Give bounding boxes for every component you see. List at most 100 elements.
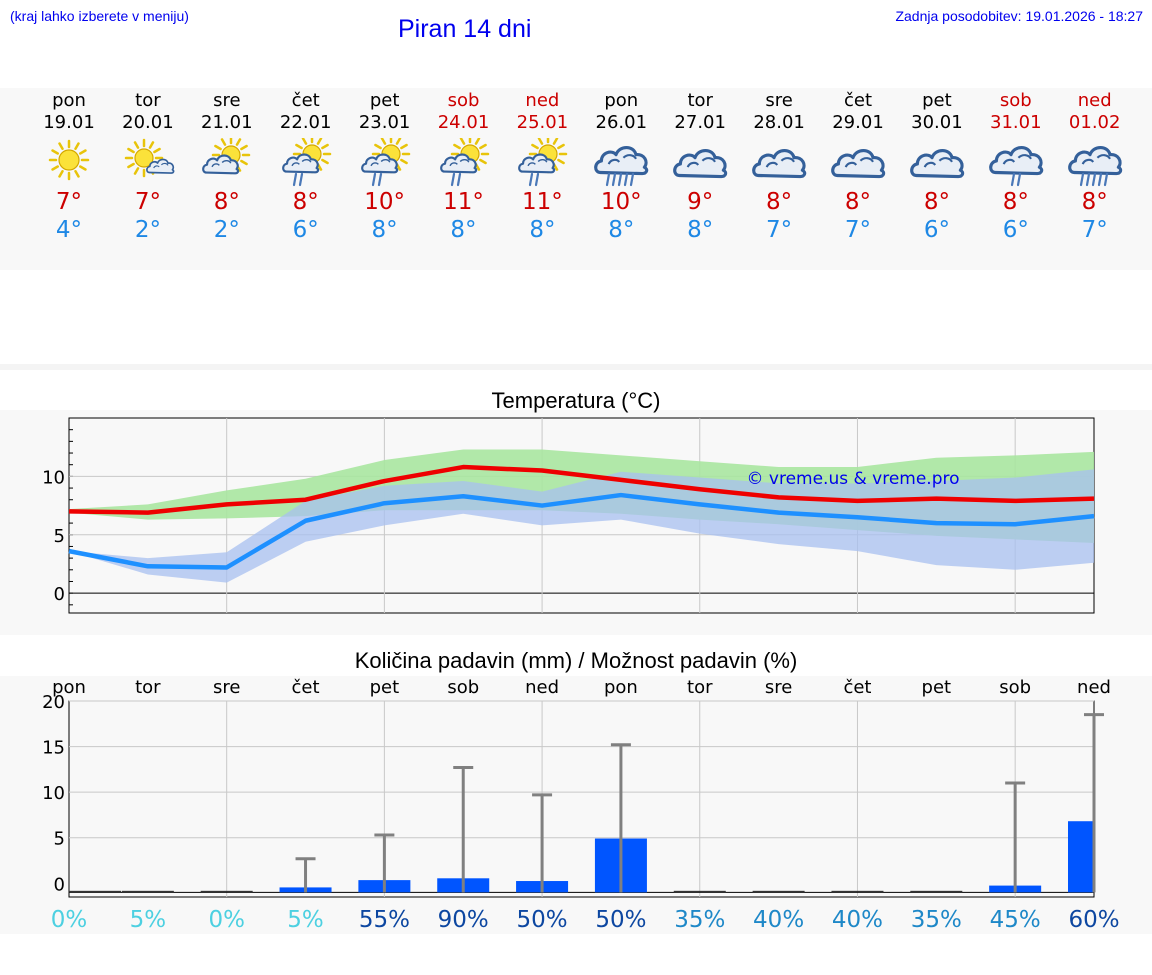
- precip-probability: 45%: [990, 907, 1041, 933]
- min-temperature-line: [68, 492, 1095, 570]
- rain-shape: [1010, 172, 1021, 187]
- precip-bar: [1068, 821, 1094, 893]
- min-temperature: 6°: [923, 217, 950, 243]
- precip-probability: 40%: [832, 907, 883, 933]
- cloud-heavy-rain-icon: [594, 146, 649, 187]
- day-name: sre: [213, 90, 241, 111]
- precip-bar: [831, 890, 884, 893]
- daily-forecast: pon 19.01 7° 4° tor 20.01 7° 2° sre 21.01 8° 2° čet 2…: [0, 88, 1152, 270]
- day-forecast: ned 01.02 8° 7°: [1055, 88, 1135, 244]
- precip-bar: [910, 890, 963, 893]
- min-temperature: 7°: [844, 217, 872, 243]
- day-forecast: sob 31.01 8° 6°: [976, 88, 1056, 244]
- max-temperature: 10°: [600, 189, 642, 215]
- rain-shape: [371, 172, 382, 187]
- sun-cloud-rain-icon: [360, 138, 410, 187]
- day-date: 20.01: [122, 112, 174, 133]
- cloud-icon: [752, 149, 807, 179]
- max-temperature: 7°: [134, 189, 161, 215]
- sun-cloud-rain-icon: [518, 138, 568, 187]
- min-temperature: 8°: [450, 217, 477, 243]
- day-name: pon: [52, 90, 86, 111]
- x-category-label: tor: [687, 677, 713, 698]
- min-temperature: 8°: [608, 217, 635, 243]
- max-temperature: 11°: [522, 189, 563, 215]
- day-date: 30.01: [911, 112, 963, 133]
- precip-probability: 50%: [595, 907, 646, 933]
- precip-bar: [673, 890, 726, 893]
- day-forecast: čet 22.01 8° 6°: [266, 88, 346, 244]
- min-temperature: 2°: [134, 217, 161, 243]
- x-category-label: sre: [213, 677, 240, 698]
- x-category-label: pon: [604, 677, 638, 698]
- rain-shape: [529, 172, 540, 187]
- max-temperature: 8°: [213, 189, 240, 215]
- cloud-shape: [673, 149, 728, 179]
- x-category-label: tor: [135, 677, 161, 698]
- precip-bar: [200, 890, 253, 893]
- last-updated: Zadnja posodobitev: 19.01.2026 - 18:27: [895, 8, 1143, 24]
- cloud-icon: [831, 149, 886, 179]
- day-forecast: pon 26.01 10° 8°: [581, 88, 661, 244]
- sun-cloud-rain-icon: [439, 138, 489, 187]
- day-date: 23.01: [358, 112, 411, 133]
- min-range-band: [69, 469, 1094, 583]
- cloud-heavy-rain-icon: [1067, 146, 1122, 187]
- max-temperature: 8°: [1081, 189, 1108, 215]
- min-temperature: 8°: [371, 217, 398, 243]
- cloud-shape: [831, 149, 886, 179]
- precip-probability: 0%: [208, 907, 245, 933]
- precip-probability: 55%: [359, 907, 410, 933]
- y-tick-label: 20: [42, 692, 65, 713]
- precip-probability: 5%: [130, 907, 167, 933]
- min-temperature: 6°: [1002, 217, 1029, 243]
- day-name: pet: [922, 90, 952, 111]
- max-temperature: 8°: [844, 189, 872, 215]
- max-temperature: 11°: [443, 189, 484, 215]
- day-name: tor: [687, 90, 713, 111]
- min-temperature: 7°: [1081, 217, 1108, 243]
- x-category-label: sob: [447, 677, 479, 698]
- x-category-label: ned: [1077, 677, 1111, 698]
- cloud-shape: [1067, 146, 1122, 176]
- day-date: 27.01: [674, 112, 726, 133]
- day-date: 28.01: [753, 112, 805, 133]
- day-date: 22.01: [279, 112, 332, 133]
- precip-probability: 0%: [51, 907, 88, 933]
- precip-probability: 60%: [1068, 907, 1119, 933]
- x-category-label: ned: [525, 677, 559, 698]
- x-category-label: čet: [843, 677, 871, 698]
- max-temperature: 7°: [55, 189, 83, 215]
- max-temperature: 10°: [364, 189, 405, 215]
- min-temperature: 6°: [292, 217, 319, 243]
- day-forecast: pon 19.01 7° 4°: [29, 88, 109, 244]
- day-name: čet: [291, 90, 320, 111]
- max-temperature: 8°: [766, 189, 793, 215]
- max-temperature-line: [68, 464, 1095, 515]
- y-tick-label: 5: [54, 829, 65, 850]
- rain-shape: [292, 172, 303, 187]
- precipitation-chart-title: Količina padavin (mm) / Možnost padavin …: [354, 648, 798, 673]
- day-date: 25.01: [516, 112, 569, 133]
- precip-probability: 35%: [911, 907, 962, 933]
- precip-bar: [752, 890, 805, 893]
- rain-shape: [450, 172, 461, 187]
- separator: [0, 364, 1152, 370]
- x-category-label: sre: [765, 677, 792, 698]
- temperature-chart-title: Temperatura (°C): [491, 388, 661, 413]
- location-menu-hint[interactable]: (kraj lahko izberete v meniju): [10, 8, 189, 24]
- cloud-shape: [910, 149, 965, 179]
- y-tick-label: 10: [42, 467, 65, 488]
- cloud-icon: [910, 149, 965, 179]
- precip-probability: 90%: [438, 907, 489, 933]
- sun-shape: [48, 139, 90, 181]
- x-category-label: pet: [370, 677, 400, 698]
- day-name: ned: [1077, 90, 1112, 111]
- sun-cloud-icon: [201, 138, 251, 175]
- y-tick-label: 0: [54, 584, 65, 605]
- day-name: sob: [447, 90, 480, 111]
- day-forecast: pet 23.01 10° 8°: [345, 88, 425, 244]
- day-date: 01.02: [1068, 112, 1121, 133]
- precip-probability: 35%: [674, 907, 725, 933]
- day-name: pon: [604, 90, 639, 111]
